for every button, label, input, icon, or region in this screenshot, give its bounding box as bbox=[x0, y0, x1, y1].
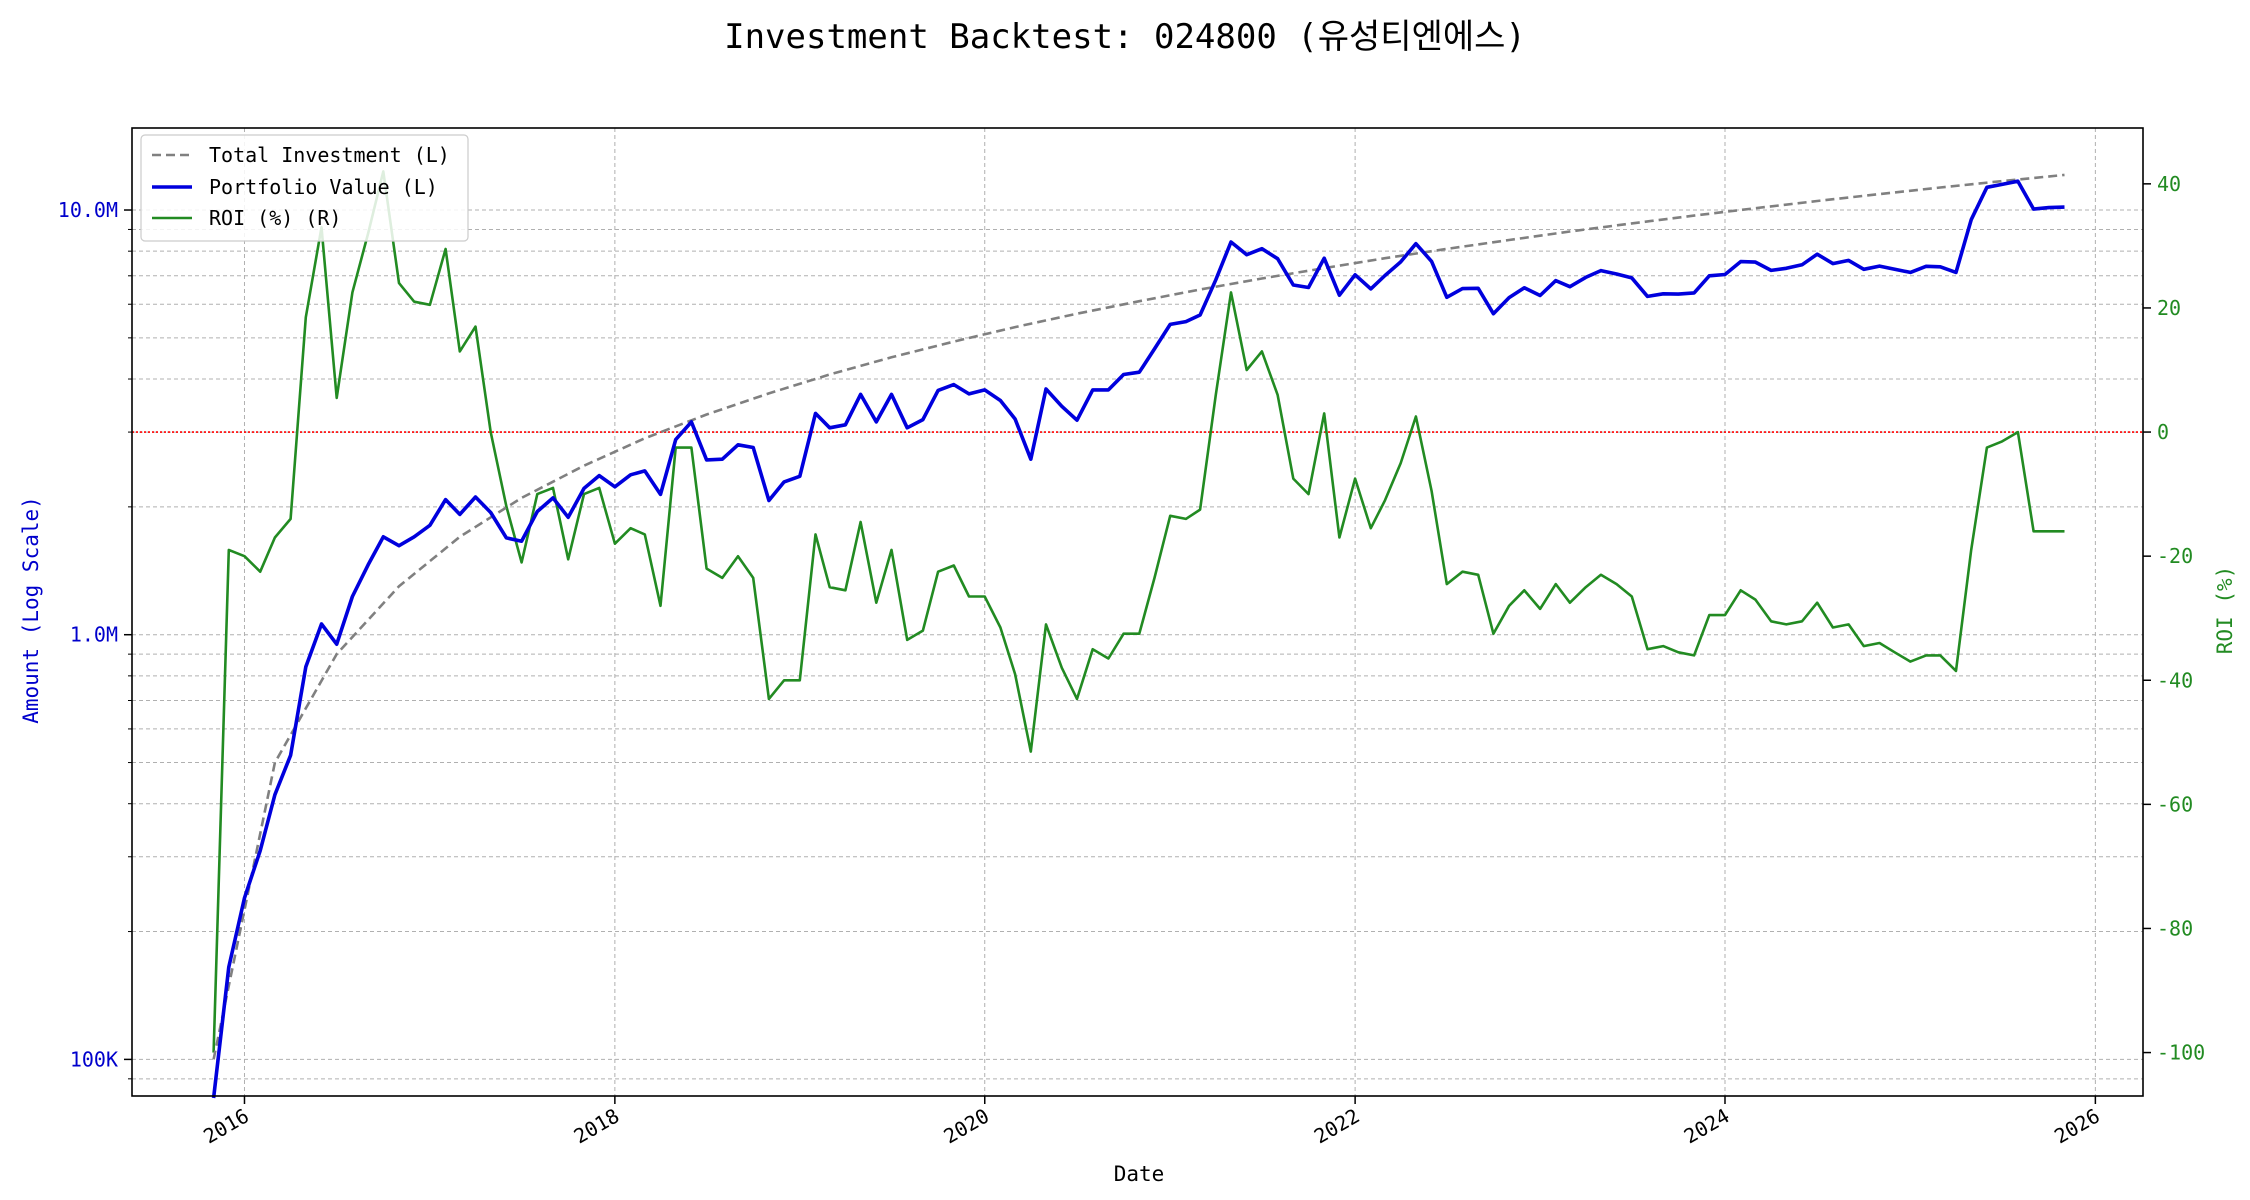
left-tick-label: 10.0M bbox=[58, 198, 118, 222]
right-tick-label: -20 bbox=[2157, 544, 2193, 568]
legend: Total Investment (L) Portfolio Value (L)… bbox=[140, 134, 469, 242]
x-axis-ticks: 2016 2018 2020 2022 2024 2026 bbox=[199, 1096, 2104, 1148]
legend-label-total-investment: Total Investment (L) bbox=[209, 143, 450, 167]
total-investment-line bbox=[212, 173, 2065, 1060]
legend-box bbox=[140, 134, 469, 242]
right-axis-ticks: -100 -80 -60 -40 -20 0 20 40 bbox=[2143, 172, 2205, 1065]
right-tick-label: -80 bbox=[2157, 916, 2193, 940]
left-axis-label: Amount (Log Scale) bbox=[19, 496, 43, 724]
x-axis-label: Date bbox=[1114, 1162, 1165, 1186]
chart-title: Investment Backtest: 024800 (유성티엔에스) bbox=[724, 17, 1526, 57]
left-axis-ticks: 100K 1.0M 10.0M bbox=[58, 198, 132, 1080]
x-tick-label: 2026 bbox=[2050, 1104, 2104, 1149]
x-tick-label: 2024 bbox=[1680, 1104, 1734, 1149]
right-tick-label: 0 bbox=[2157, 420, 2169, 444]
left-tick-label: 1.0M bbox=[70, 623, 118, 647]
roi-line bbox=[212, 170, 2065, 1053]
right-axis-label: ROI (%) bbox=[2213, 566, 2237, 655]
x-tick-label: 2018 bbox=[570, 1104, 624, 1149]
right-tick-label: 20 bbox=[2157, 296, 2181, 320]
x-tick-label: 2016 bbox=[199, 1104, 253, 1149]
right-tick-label: 40 bbox=[2157, 172, 2181, 196]
grid-layer bbox=[132, 128, 2143, 1096]
portfolio-value-line bbox=[211, 179, 2065, 1099]
right-tick-label: -100 bbox=[2157, 1041, 2205, 1065]
x-tick-label: 2020 bbox=[940, 1104, 994, 1149]
plot-frame bbox=[131, 127, 2144, 1097]
right-tick-label: -60 bbox=[2157, 792, 2193, 816]
legend-label-roi: ROI (%) (R) bbox=[209, 206, 341, 230]
left-tick-label: 100K bbox=[70, 1047, 118, 1071]
legend-label-portfolio-value: Portfolio Value (L) bbox=[209, 175, 438, 199]
right-tick-label: -40 bbox=[2157, 668, 2193, 692]
x-tick-label: 2022 bbox=[1310, 1104, 1364, 1149]
series-layer bbox=[211, 170, 2065, 1099]
